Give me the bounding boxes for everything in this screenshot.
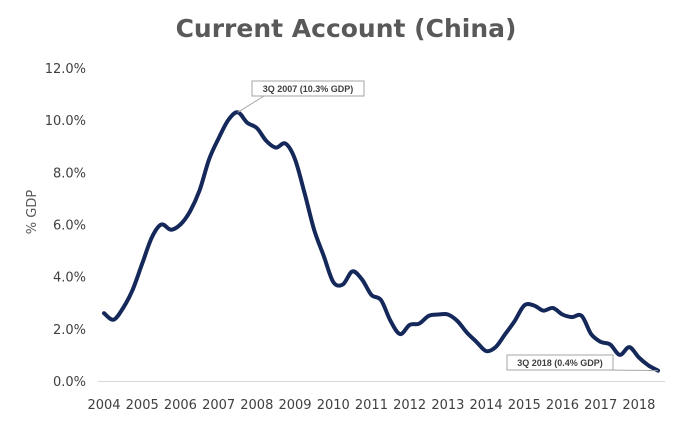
annotation-callout: 3Q 2018 (0.4% GDP) [506,354,659,372]
series-layer [102,110,660,373]
annotation-box [506,354,614,371]
annotation-leader-line [606,369,659,372]
x-tick-label: 2008 [240,398,273,413]
x-tick-label: 2009 [278,398,311,413]
series-line [102,110,660,373]
annotation-callout: 3Q 2007 (10.3% GDP) [237,80,365,113]
y-tick-label: 0.0% [53,375,86,390]
annotation-leader-line [237,95,265,113]
y-tick-label: 10.0% [45,114,86,129]
chart-title: Current Account (China) [176,14,517,43]
x-tick-label: 2007 [202,398,235,413]
x-tick-label: 2017 [584,398,617,413]
x-tick-label: 2004 [87,398,120,413]
x-tick-label: 2011 [355,398,388,413]
annotation-layer: 3Q 2007 (10.3% GDP) 3Q 2018 (0.4% GDP) [237,80,659,372]
x-tick-label: 2018 [622,398,655,413]
x-tick-label: 2012 [393,398,426,413]
annotation-label: 3Q 2007 (10.3% GDP) [263,84,354,94]
y-tick-label: 4.0% [53,271,86,286]
y-tick-label: 8.0% [53,166,86,181]
x-tick-label: 2014 [470,398,503,413]
x-tick-labels: 2004 2005 2006 2007 2008 2009 2010 2011 2012 2013… [87,398,655,413]
x-tick-label: 2010 [317,398,350,413]
annotation-box [251,80,365,97]
x-tick-label: 2016 [546,398,579,413]
y-axis-title: % GDP [25,190,40,235]
x-tick-label: 2013 [431,398,464,413]
x-tick-label: 2015 [508,398,541,413]
annotation-label: 3Q 2018 (0.4% GDP) [517,358,603,368]
y-tick-labels: 0.0% 2.0% 4.0% 6.0% 8.0% 10.0% 12.0% [45,62,86,390]
x-tick-label: 2006 [164,398,197,413]
y-tick-label: 2.0% [53,323,86,338]
y-tick-label: 6.0% [53,219,86,234]
x-tick-label: 2005 [126,398,159,413]
y-tick-label: 12.0% [45,62,86,77]
